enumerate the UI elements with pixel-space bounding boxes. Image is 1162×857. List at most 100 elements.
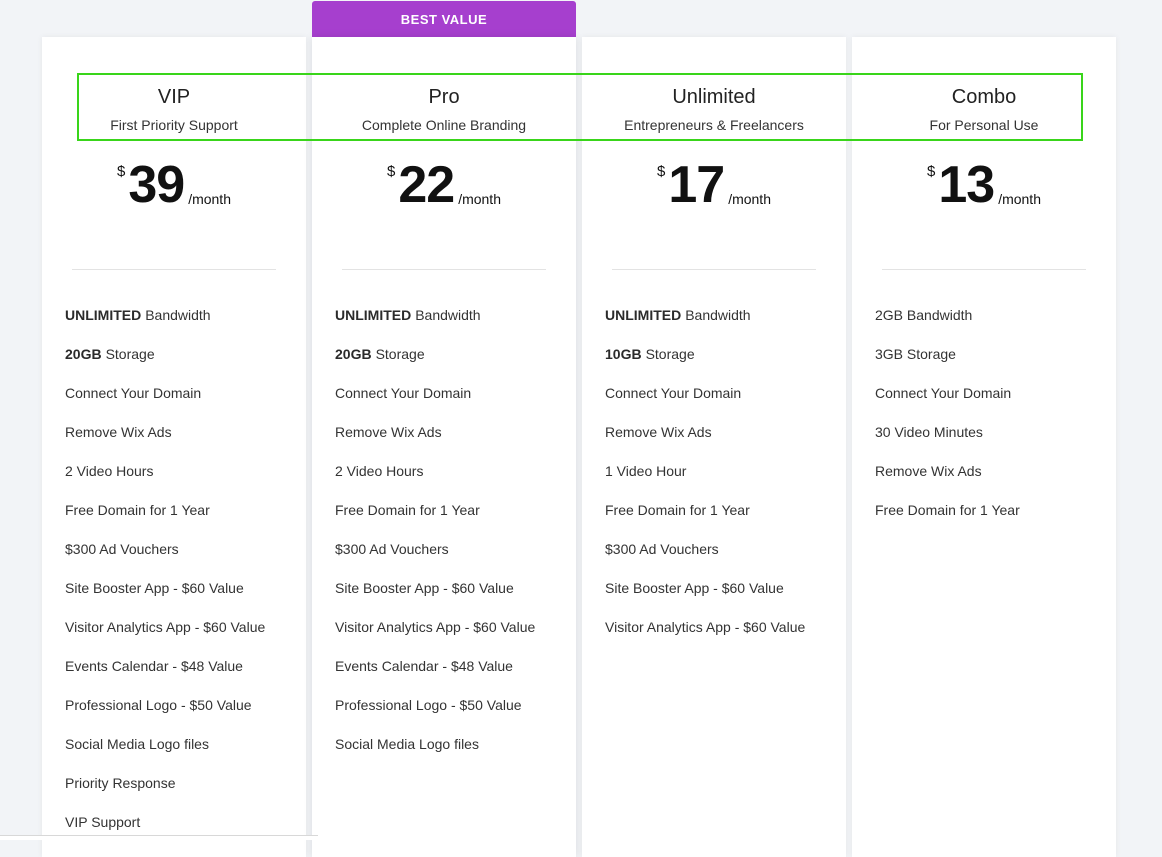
feature-text: Social Media Logo files: [65, 736, 209, 752]
feature-text: Remove Wix Ads: [605, 424, 712, 440]
plan-tagline: Complete Online Branding: [361, 117, 527, 133]
feature-item: Professional Logo - $50 Value: [335, 697, 535, 736]
feature-text: VIP Support: [65, 814, 141, 830]
feature-item: Connect Your Domain: [875, 385, 1020, 424]
feature-highlight: 20GB: [335, 346, 372, 362]
plan-tagline: Entrepreneurs & Freelancers: [624, 117, 804, 133]
price-period: /month: [998, 191, 1041, 207]
feature-text: Bandwidth: [685, 307, 751, 323]
feature-item: Free Domain for 1 Year: [65, 502, 265, 541]
feature-highlight: UNLIMITED: [335, 307, 412, 323]
plan-name: Pro: [428, 86, 460, 108]
feature-highlight: 10GB: [605, 346, 642, 362]
currency-symbol: $: [657, 163, 666, 180]
feature-text: Storage: [645, 346, 695, 362]
feature-text: 30 Video Minutes: [875, 424, 983, 440]
feature-item: $300 Ad Vouchers: [335, 541, 535, 580]
feature-text: Connect Your Domain: [65, 385, 202, 401]
feature-text: Free Domain for 1 Year: [875, 502, 1020, 518]
plan-card-unlimited[interactable]: Unlimited Entrepreneurs & Freelancers $ …: [582, 37, 846, 857]
plan-card-vip[interactable]: VIP First Priority Support $ 39 /month U…: [42, 37, 306, 857]
feature-item: Events Calendar - $48 Value: [65, 658, 265, 697]
feature-text: Visitor Analytics App - $60 Value: [335, 619, 536, 635]
feature-item: 1 Video Hour: [605, 463, 805, 502]
price-amount: 13: [938, 156, 995, 214]
plan-price: $ 39 /month: [42, 156, 306, 214]
feature-text: $300 Ad Vouchers: [605, 541, 719, 557]
feature-item: VIP Support: [65, 814, 265, 853]
feature-item: Social Media Logo files: [65, 736, 265, 775]
divider: [342, 269, 546, 270]
price-period: /month: [188, 191, 231, 207]
plan-price: $ 17 /month: [582, 156, 846, 214]
feature-text: Free Domain for 1 Year: [335, 502, 480, 518]
best-value-badge: BEST VALUE: [312, 1, 576, 37]
feature-text: $300 Ad Vouchers: [335, 541, 449, 557]
price-period: /month: [728, 191, 771, 207]
feature-text: Visitor Analytics App - $60 Value: [605, 619, 806, 635]
feature-text: 2 Video Hours: [335, 463, 424, 479]
feature-item: Site Booster App - $60 Value: [605, 580, 805, 619]
feature-list: UNLIMITED Bandwidth 20GB Storage Connect You…: [335, 307, 535, 775]
feature-item: 30 Video Minutes: [875, 424, 1020, 463]
feature-text: $300 Ad Vouchers: [65, 541, 179, 557]
feature-item: Free Domain for 1 Year: [875, 502, 1020, 541]
feature-item: Visitor Analytics App - $60 Value: [335, 619, 535, 658]
price-period: /month: [458, 191, 501, 207]
feature-item: Connect Your Domain: [335, 385, 535, 424]
feature-text: Connect Your Domain: [335, 385, 472, 401]
feature-text: Free Domain for 1 Year: [65, 502, 210, 518]
feature-text: Site Booster App - $60 Value: [65, 580, 244, 596]
plan-card-pro[interactable]: Pro Complete Online Branding $ 22 /month…: [312, 37, 576, 857]
feature-text: Storage: [105, 346, 155, 362]
feature-highlight: UNLIMITED: [605, 307, 682, 323]
feature-highlight: 20GB: [65, 346, 102, 362]
plan-name: Combo: [951, 86, 1017, 108]
price-amount: 39: [128, 156, 185, 214]
feature-item: Social Media Logo files: [335, 736, 535, 775]
feature-item: 10GB Storage: [605, 346, 805, 385]
feature-item: Remove Wix Ads: [605, 424, 805, 463]
feature-item: UNLIMITED Bandwidth: [335, 307, 535, 346]
price-amount: 17: [668, 156, 725, 214]
feature-item: UNLIMITED Bandwidth: [605, 307, 805, 346]
feature-text: Free Domain for 1 Year: [605, 502, 750, 518]
feature-item: 20GB Storage: [335, 346, 535, 385]
plan-card-combo[interactable]: Combo For Personal Use $ 13 /month 2GB B…: [852, 37, 1116, 857]
feature-item: Priority Response: [65, 775, 265, 814]
feature-text: Remove Wix Ads: [65, 424, 172, 440]
feature-item: Free Domain for 1 Year: [605, 502, 805, 541]
feature-text: 2 Video Hours: [65, 463, 154, 479]
feature-item: Visitor Analytics App - $60 Value: [605, 619, 805, 658]
price-amount: 22: [398, 156, 455, 214]
feature-text: 2GB Bandwidth: [875, 307, 973, 323]
feature-item: 2 Video Hours: [335, 463, 535, 502]
feature-item: 20GB Storage: [65, 346, 265, 385]
feature-text: 1 Video Hour: [605, 463, 687, 479]
plan-price: $ 22 /month: [312, 156, 576, 214]
feature-item: Professional Logo - $50 Value: [65, 697, 265, 736]
horizontal-scrollbar[interactable]: [0, 835, 318, 840]
feature-item: Remove Wix Ads: [875, 463, 1020, 502]
feature-list: 2GB Bandwidth 3GB Storage Connect Your Dom…: [875, 307, 1020, 541]
divider: [882, 269, 1086, 270]
feature-item: Site Booster App - $60 Value: [335, 580, 535, 619]
feature-item: 2 Video Hours: [65, 463, 265, 502]
feature-text: Events Calendar - $48 Value: [335, 658, 513, 674]
feature-text: 3GB Storage: [875, 346, 956, 362]
feature-text: Professional Logo - $50 Value: [335, 697, 522, 713]
feature-text: Site Booster App - $60 Value: [335, 580, 514, 596]
divider: [612, 269, 816, 270]
divider: [72, 269, 276, 270]
plan-tagline: For Personal Use: [929, 117, 1039, 133]
feature-text: Bandwidth: [415, 307, 481, 323]
feature-text: Storage: [375, 346, 425, 362]
feature-item: Connect Your Domain: [65, 385, 265, 424]
feature-item: Visitor Analytics App - $60 Value: [65, 619, 265, 658]
feature-item: Events Calendar - $48 Value: [335, 658, 535, 697]
feature-text: Site Booster App - $60 Value: [605, 580, 784, 596]
feature-text: Bandwidth: [145, 307, 211, 323]
feature-item: 2GB Bandwidth: [875, 307, 1020, 346]
feature-list: UNLIMITED Bandwidth 10GB Storage Connect You…: [605, 307, 805, 658]
feature-list: UNLIMITED Bandwidth 20GB Storage Connect You…: [65, 307, 265, 853]
